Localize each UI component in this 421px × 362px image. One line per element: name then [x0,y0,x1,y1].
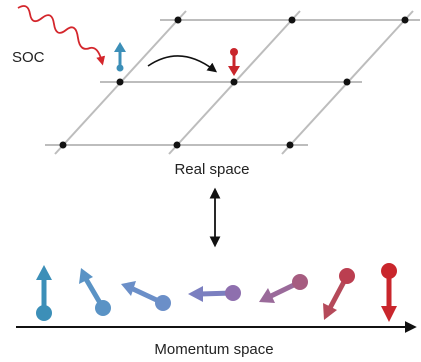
momentum-spins [36,263,397,322]
momentum-space-label: Momentum space [154,341,273,358]
soc-label: SOC [12,49,45,66]
spin-down [228,48,240,76]
real-space-label: Real space [174,161,249,178]
spin-up [114,42,126,72]
page: SOC Real space Momentum space (() => { c… [0,0,421,362]
diagram: SOC Real space Momentum space [0,0,421,362]
hop-arrow [148,56,214,70]
lattice [45,11,420,154]
